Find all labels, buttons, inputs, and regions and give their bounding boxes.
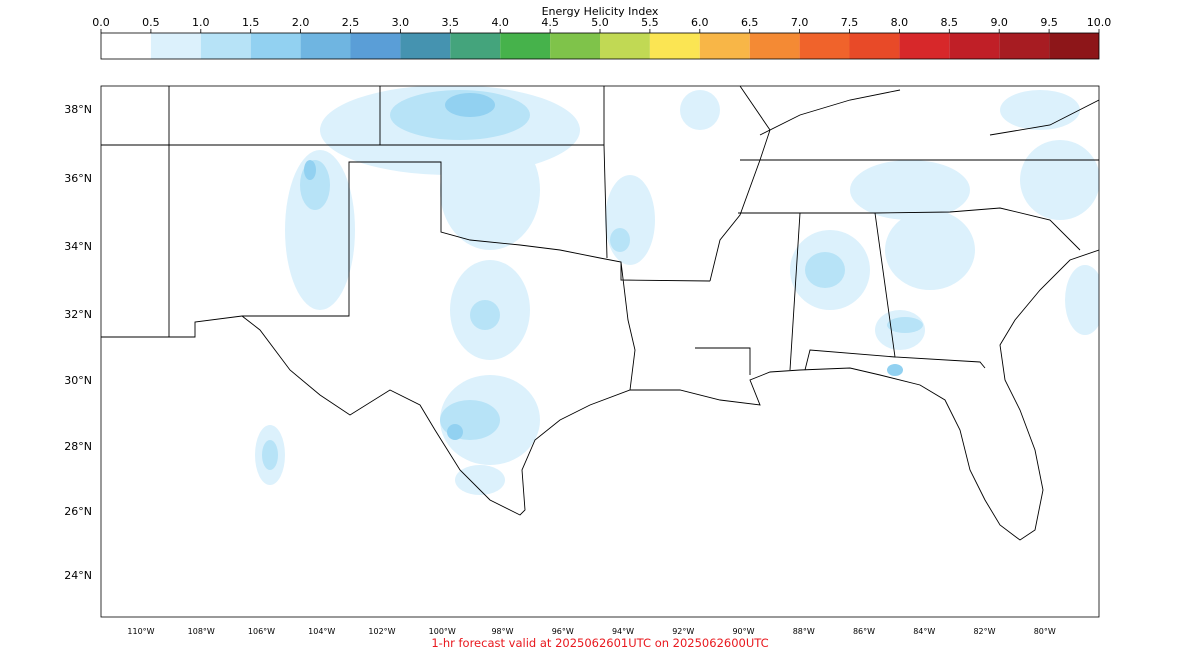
footer: 1-hr forecast valid at 2025062601UTC on … xyxy=(431,636,768,650)
boundaries xyxy=(101,86,1099,541)
lat-label: 36°N xyxy=(64,172,92,185)
colorbar-tick-label: 1.0 xyxy=(192,16,210,29)
colorbar-segment xyxy=(799,33,850,59)
lon-label: 80°W xyxy=(1034,627,1056,636)
colorbar-tick-label: 5.0 xyxy=(591,16,609,29)
colorbar-segment xyxy=(400,33,451,59)
colorbar-tick-label: 1.5 xyxy=(242,16,260,29)
lon-label: 96°W xyxy=(552,627,574,636)
colorbar-segment xyxy=(899,33,950,59)
colorbar-tick-label: 7.0 xyxy=(791,16,809,29)
colorbar-segment xyxy=(699,33,750,59)
lat-label: 24°N xyxy=(64,569,92,582)
colorbar-segment xyxy=(999,33,1050,59)
lon-label: 100°W xyxy=(429,627,456,636)
lon-label: 82°W xyxy=(973,627,995,636)
lon-label: 106°W xyxy=(248,627,275,636)
lat-label: 28°N xyxy=(64,440,92,453)
lon-label: 98°W xyxy=(491,627,513,636)
colorbar-tick-label: 4.5 xyxy=(541,16,559,29)
colorbar-segment xyxy=(300,33,351,59)
colorbar-tick-label: 6.5 xyxy=(741,16,759,29)
colorbar-segment xyxy=(200,33,251,59)
colorbar-segment xyxy=(849,33,900,59)
colorbar-segment xyxy=(550,33,600,59)
colorbar-tick-label: 10.0 xyxy=(1087,16,1112,29)
lon-label: 92°W xyxy=(672,627,694,636)
colorbar-tick-label: 8.5 xyxy=(941,16,959,29)
colorbar-segment xyxy=(649,33,700,59)
lon-label: 84°W xyxy=(913,627,935,636)
lat-label: 30°N xyxy=(64,374,92,387)
colorbar-segment xyxy=(600,33,650,59)
colorbar-tick-label: 8.0 xyxy=(891,16,909,29)
colorbar-segment xyxy=(1049,33,1099,59)
colorbar-tick-label: 5.5 xyxy=(641,16,659,29)
lon-label: 104°W xyxy=(308,627,335,636)
lon-label: 88°W xyxy=(793,627,815,636)
colorbar-segment xyxy=(500,33,551,59)
map: 38°N 36°N 34°N 32°N 30°N 28°N 26°N 24°N 110°W 108… xyxy=(64,85,1100,636)
graticule-labels: 38°N 36°N 34°N 32°N 30°N 28°N 26°N 24°N 110°W 108… xyxy=(64,103,1056,636)
colorbar-tick-label: 6.0 xyxy=(691,16,709,29)
lon-label: 108°W xyxy=(188,627,215,636)
colorbar-title: Energy Helicity Index xyxy=(542,5,659,18)
lon-label: 90°W xyxy=(732,627,754,636)
colorbar-tick-label: 0.0 xyxy=(92,16,110,29)
colorbar-segment xyxy=(450,33,501,59)
lat-label: 38°N xyxy=(64,103,92,116)
colorbar-tick-label: 2.5 xyxy=(342,16,360,29)
colorbar-tick-label: 3.5 xyxy=(442,16,460,29)
lat-label: 26°N xyxy=(64,505,92,518)
colorbar-tick-label: 4.0 xyxy=(491,16,509,29)
colorbar-tick-label: 9.5 xyxy=(1040,16,1058,29)
colorbar-segment xyxy=(350,33,401,59)
lat-label: 34°N xyxy=(64,240,92,253)
colorbar-segment xyxy=(150,33,201,59)
colorbar-tick-label: 3.0 xyxy=(392,16,410,29)
lon-label: 110°W xyxy=(127,627,154,636)
colorbar-segment xyxy=(749,33,800,59)
colorbar: 0.0 0.5 1.0 1.5 2.0 2.5 3.0 3.5 4.0 4.5 5.0 5.5 6.0 6… xyxy=(92,16,1111,59)
colorbar-tick-label: 0.5 xyxy=(142,16,160,29)
lon-label: 102°W xyxy=(368,627,395,636)
map-frame xyxy=(100,85,1100,618)
lon-label: 86°W xyxy=(853,627,875,636)
colorbar-segment xyxy=(949,33,1000,59)
lon-label: 94°W xyxy=(612,627,634,636)
lat-label: 32°N xyxy=(64,308,92,321)
colorbar-tick-label: 9.0 xyxy=(990,16,1008,29)
colorbar-tick-label: 7.5 xyxy=(841,16,859,29)
colorbar-frame xyxy=(100,32,1100,60)
ehi-field xyxy=(255,86,1099,495)
colorbar-segment xyxy=(101,33,151,59)
colorbar-segment xyxy=(250,33,301,59)
colorbar-tick-label: 2.0 xyxy=(292,16,310,29)
